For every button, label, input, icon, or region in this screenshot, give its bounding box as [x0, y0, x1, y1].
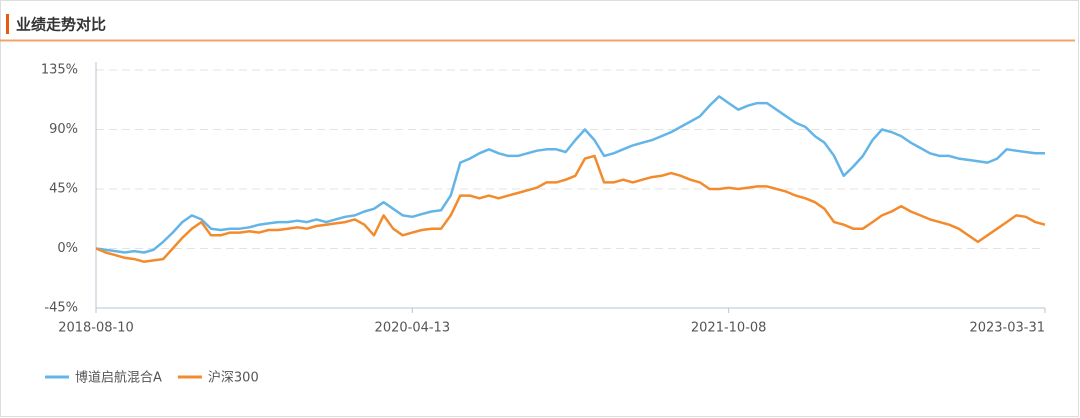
legend-label: 沪深300 [208, 370, 259, 386]
y-tick-label: -45% [44, 301, 78, 316]
series-line [95, 154, 1046, 263]
x-tick-label: 2023-03-31 [969, 321, 1045, 336]
y-tick-label: 45% [49, 182, 78, 197]
chart-title: 业绩走势对比 [16, 16, 106, 34]
series-line [95, 95, 1045, 254]
x-tick-label: 2020-04-13 [375, 321, 451, 336]
y-tick-label: 0% [57, 241, 78, 256]
x-tick-label: 2018-08-10 [58, 321, 134, 336]
legend-label: 博道启航混合A [75, 370, 162, 386]
x-tick-label: 2021-10-08 [691, 321, 767, 336]
y-tick-label: 135% [41, 63, 78, 78]
y-tick-label: 90% [49, 122, 78, 137]
title-accent [6, 14, 9, 34]
